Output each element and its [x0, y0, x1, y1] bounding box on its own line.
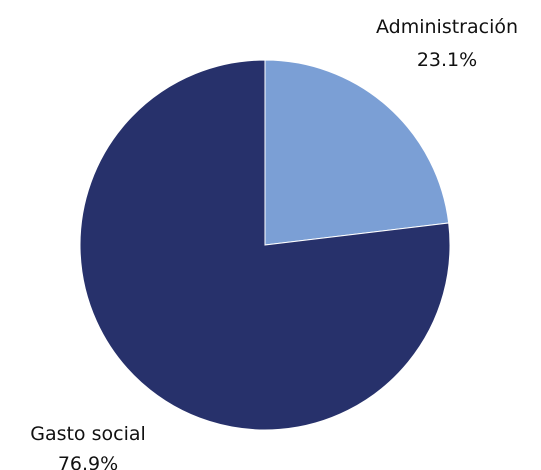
- pie-slices: [79, 59, 451, 431]
- pie-slice-gasto-social: [79, 59, 451, 431]
- slice-label-gasto-social: Gasto social: [30, 423, 146, 445]
- slice-value-gasto-social: 76.9%: [58, 453, 118, 470]
- slice-value-administracion: 23.1%: [417, 49, 477, 71]
- slice-label-administracion: Administración: [376, 16, 518, 38]
- pie-slice-administraci-n: [264, 59, 450, 246]
